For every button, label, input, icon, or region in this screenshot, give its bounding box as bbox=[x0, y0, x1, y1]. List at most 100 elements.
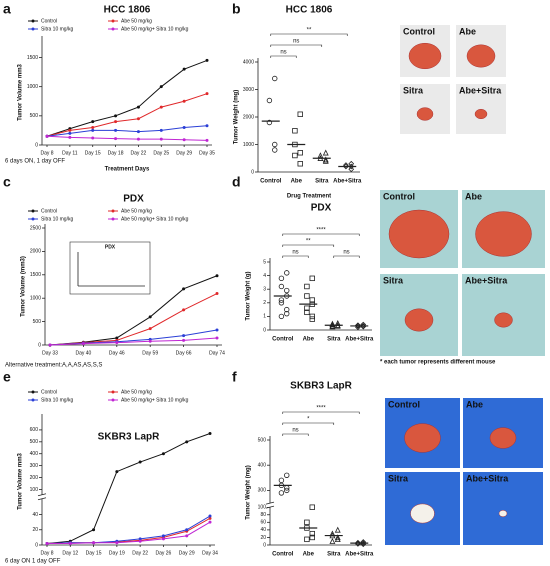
y-tick-label: 1000 bbox=[27, 84, 38, 90]
series-point bbox=[208, 516, 212, 520]
y-tick-label: 0 bbox=[263, 327, 266, 333]
x-tick-label: Sitra bbox=[327, 337, 341, 343]
series-point bbox=[148, 315, 152, 319]
y-axis-label: Tumor Volume (mm3) bbox=[21, 256, 27, 317]
point bbox=[297, 161, 303, 167]
y-axis-label: Tumor Volume mm3 bbox=[18, 452, 24, 509]
significance-label: **** bbox=[316, 228, 326, 234]
tumor bbox=[466, 44, 496, 68]
x-tick-label: Day 8 bbox=[40, 150, 53, 156]
chart-title: PDX bbox=[123, 194, 144, 205]
y-tick-label: 500 bbox=[33, 319, 42, 325]
point bbox=[284, 310, 290, 317]
point bbox=[284, 287, 290, 294]
chart-title: SKBR3 LapR bbox=[290, 381, 352, 392]
series-point bbox=[148, 327, 152, 331]
photo-label: Abe+Sitra bbox=[466, 473, 509, 483]
point bbox=[334, 534, 341, 541]
chart-title: HCC 1806 bbox=[104, 5, 151, 16]
point bbox=[309, 275, 315, 282]
x-tick-label: Day 15 bbox=[85, 150, 101, 156]
y-tick-label: 5 bbox=[263, 259, 266, 265]
x-tick-label: Day 46 bbox=[109, 350, 125, 356]
y-tick-label: 0 bbox=[263, 542, 266, 548]
significance-bracket bbox=[282, 255, 309, 258]
tumor bbox=[489, 427, 517, 449]
x-tick-label: Abe+Sitra bbox=[345, 337, 374, 343]
point bbox=[272, 141, 278, 148]
x-tick-label: Day 26 bbox=[156, 550, 172, 556]
x-tick-label: Abe+Sitra bbox=[345, 552, 374, 558]
panel-letter: b bbox=[232, 1, 241, 17]
series-point bbox=[91, 126, 95, 129]
y-tick-label: 300 bbox=[258, 488, 267, 494]
point bbox=[278, 477, 285, 484]
point bbox=[309, 313, 315, 320]
tumor bbox=[408, 42, 442, 70]
significance-label: ns bbox=[292, 428, 298, 434]
point bbox=[272, 147, 278, 153]
series-point bbox=[91, 136, 95, 140]
y-axis-label: Tumor Weight (g) bbox=[246, 271, 252, 320]
x-tick-label: Day 18 bbox=[108, 150, 124, 156]
panel-letter: f bbox=[232, 369, 237, 385]
legend-swatch bbox=[111, 19, 115, 23]
panel-letter: d bbox=[232, 174, 241, 190]
point bbox=[334, 536, 341, 543]
tumor bbox=[498, 510, 508, 517]
note: 6 day ON 1 day OFF bbox=[5, 559, 61, 565]
y-tick-label: 1500 bbox=[30, 272, 41, 278]
significance-label: ns bbox=[292, 250, 298, 256]
inset bbox=[69, 241, 151, 295]
series-point bbox=[45, 541, 49, 545]
y-tick-label: 500 bbox=[30, 113, 39, 119]
y-axis-label: Tumor Volume mm3 bbox=[18, 63, 24, 120]
point bbox=[304, 293, 310, 299]
series-point bbox=[91, 128, 95, 132]
x-tick-label: Day 35 bbox=[199, 150, 215, 156]
x-tick-label: Day 8 bbox=[40, 550, 53, 556]
y-tick-label: 3 bbox=[263, 287, 266, 293]
chart-title: HCC 1806 bbox=[286, 5, 333, 16]
photo-label: Sitra bbox=[388, 473, 409, 483]
legend-swatch bbox=[31, 217, 35, 221]
photo-label: Sitra bbox=[383, 275, 404, 285]
series-point bbox=[92, 528, 96, 532]
point bbox=[329, 321, 336, 328]
point bbox=[272, 75, 278, 82]
significance-label: * bbox=[307, 417, 310, 423]
y-tick-label: 60 bbox=[260, 520, 266, 526]
legend-swatch bbox=[31, 390, 35, 394]
significance-bracket bbox=[282, 244, 335, 247]
series-point bbox=[205, 92, 209, 96]
series-point bbox=[159, 128, 163, 132]
series-point bbox=[114, 120, 118, 124]
significance-label: ns bbox=[293, 39, 299, 45]
point bbox=[266, 97, 273, 104]
chart-title: SKBR3 LapR bbox=[98, 432, 160, 443]
point bbox=[329, 323, 336, 330]
series-point bbox=[114, 128, 118, 132]
y-tick-label: 600 bbox=[30, 427, 39, 433]
photo bbox=[463, 472, 543, 545]
y-tick-label: 80 bbox=[260, 512, 266, 518]
tumor bbox=[388, 209, 450, 259]
legend-swatch bbox=[111, 217, 115, 221]
series-point bbox=[45, 134, 49, 138]
legend-label: Abe 50 mg/kg+ Sitra 10 mg/kg bbox=[121, 397, 189, 403]
point bbox=[278, 275, 285, 282]
x-axis-label: Treatment Days bbox=[105, 167, 150, 173]
axis-break bbox=[39, 494, 45, 499]
legend-label: Sitra 10 mg/kg bbox=[41, 397, 73, 403]
series-line bbox=[46, 135, 208, 141]
y-tick-label: 1000 bbox=[243, 142, 254, 148]
y-tick-label: 2500 bbox=[30, 225, 41, 231]
series-point bbox=[205, 124, 209, 128]
legend-label: Control bbox=[41, 208, 57, 214]
series-point bbox=[205, 138, 209, 142]
point bbox=[304, 283, 310, 290]
legend-label: Abe 50 mg/kg bbox=[121, 208, 152, 214]
photo-label: Abe bbox=[465, 191, 482, 201]
series-line bbox=[46, 515, 211, 544]
photo-note: * each tumor represents different mouse bbox=[380, 360, 496, 366]
